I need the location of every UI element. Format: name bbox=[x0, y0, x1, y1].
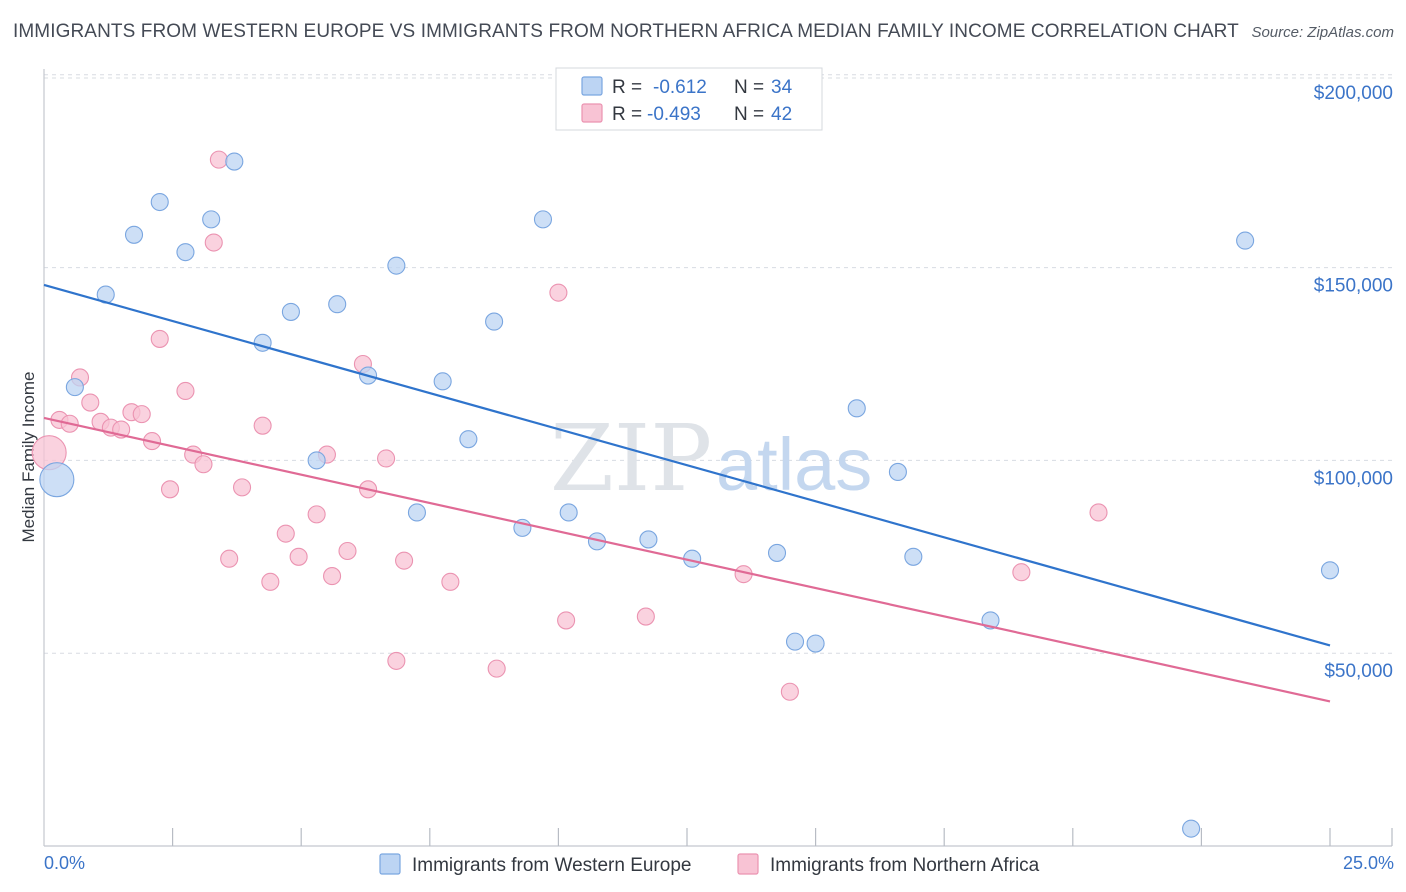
data-point-northern-africa bbox=[194, 455, 213, 474]
series-legend-swatch-blue bbox=[379, 853, 401, 875]
data-point-western-europe bbox=[65, 378, 84, 397]
chart-title: IMMIGRANTS FROM WESTERN EUROPE VS IMMIGR… bbox=[13, 21, 1239, 42]
data-point-northern-africa bbox=[176, 381, 195, 401]
watermark: ZIP atlas bbox=[550, 405, 872, 512]
x-tick-label-end: 25.0% bbox=[1343, 853, 1394, 873]
data-point-northern-africa bbox=[557, 611, 576, 630]
data-point-northern-africa bbox=[377, 449, 396, 468]
data-point-western-europe bbox=[39, 462, 75, 498]
data-point-western-europe bbox=[124, 225, 144, 244]
series-legend-swatch-pink bbox=[737, 853, 759, 875]
data-point-western-europe bbox=[1182, 819, 1201, 838]
data-point-northern-africa bbox=[261, 572, 280, 591]
data-point-northern-africa bbox=[160, 480, 180, 499]
trend-line-northern-africa bbox=[43, 416, 1331, 703]
data-point-northern-africa bbox=[276, 524, 295, 543]
data-point-western-europe bbox=[806, 634, 825, 653]
data-point-western-europe bbox=[767, 543, 787, 562]
data-point-western-europe bbox=[328, 295, 347, 314]
data-point-northern-africa bbox=[549, 283, 568, 302]
watermark-zip: ZIP bbox=[550, 405, 712, 512]
series-western-europe-points bbox=[39, 152, 1340, 838]
legend-r-value-blue: -0.612 bbox=[653, 77, 707, 98]
data-point-northern-africa bbox=[232, 478, 252, 497]
legend-r-label: R = bbox=[612, 77, 642, 98]
data-point-western-europe bbox=[176, 243, 195, 262]
series-northern-africa-points bbox=[31, 150, 1108, 701]
series-legend: Immigrants from Western Europe Immigrant… bbox=[379, 853, 1040, 876]
data-point-northern-africa bbox=[1089, 503, 1108, 522]
data-point-northern-africa bbox=[487, 659, 506, 678]
data-point-western-europe bbox=[847, 399, 866, 418]
data-point-northern-africa bbox=[780, 682, 799, 701]
data-point-northern-africa bbox=[289, 547, 308, 566]
data-point-northern-africa bbox=[209, 150, 228, 169]
legend-swatch-pink bbox=[581, 103, 603, 123]
data-point-western-europe bbox=[407, 503, 426, 522]
data-point-western-europe bbox=[225, 152, 244, 171]
legend-n-label: N = bbox=[734, 104, 764, 125]
stats-legend: R = -0.612 N = 34 R = -0.493 N = 42 bbox=[555, 67, 823, 131]
legend-n-value-pink: 42 bbox=[771, 104, 792, 125]
data-point-western-europe bbox=[307, 451, 326, 470]
trend-lines bbox=[43, 283, 1331, 703]
legend-r-label: R = bbox=[612, 104, 642, 125]
data-point-western-europe bbox=[904, 547, 923, 566]
data-point-western-europe bbox=[485, 312, 504, 331]
y-tick-label: $100,000 bbox=[1314, 468, 1393, 489]
y-tick-label: $200,000 bbox=[1314, 83, 1393, 104]
data-point-northern-africa bbox=[636, 607, 655, 626]
data-point-northern-africa bbox=[323, 567, 342, 586]
data-point-western-europe bbox=[1236, 231, 1255, 250]
y-tick-label: $150,000 bbox=[1314, 276, 1393, 297]
source-credit: Source: ZipAtlas.com bbox=[1251, 24, 1394, 41]
data-point-northern-africa bbox=[204, 233, 223, 252]
data-point-northern-africa bbox=[150, 329, 169, 348]
x-tick-label-start: 0.0% bbox=[44, 853, 85, 873]
data-point-northern-africa bbox=[253, 416, 272, 435]
data-point-northern-africa bbox=[307, 505, 326, 524]
data-point-western-europe bbox=[533, 210, 553, 229]
legend-n-label: N = bbox=[734, 77, 764, 98]
x-tick-marks bbox=[172, 828, 1393, 846]
series-legend-label-pink: Immigrants from Northern Africa bbox=[770, 855, 1040, 876]
data-point-western-europe bbox=[202, 210, 221, 229]
data-point-western-europe bbox=[433, 372, 452, 391]
data-point-western-europe bbox=[459, 430, 478, 449]
y-axis-label: Median Family Income bbox=[19, 371, 38, 542]
data-point-northern-africa bbox=[220, 549, 239, 568]
data-point-western-europe bbox=[639, 530, 658, 549]
data-point-northern-africa bbox=[1012, 563, 1031, 582]
legend-swatch-blue bbox=[581, 76, 603, 96]
watermark-atlas: atlas bbox=[716, 423, 872, 506]
data-point-northern-africa bbox=[395, 551, 414, 570]
data-point-northern-africa bbox=[132, 405, 151, 424]
x-tick-labels: 0.0% 25.0% bbox=[44, 853, 1394, 873]
data-point-western-europe bbox=[785, 632, 805, 651]
legend-r-value-pink: -0.493 bbox=[647, 104, 701, 125]
data-point-western-europe bbox=[281, 302, 300, 321]
y-tick-labels: $50,000 $100,000 $150,000 $200,000 bbox=[1314, 83, 1393, 682]
data-point-northern-africa bbox=[387, 651, 406, 670]
data-point-northern-africa bbox=[338, 541, 357, 561]
data-point-western-europe bbox=[888, 462, 907, 482]
trend-line-western-europe bbox=[43, 283, 1331, 647]
data-point-western-europe bbox=[150, 192, 169, 212]
data-point-western-europe bbox=[387, 256, 406, 275]
data-point-northern-africa bbox=[441, 572, 460, 591]
data-point-northern-africa bbox=[81, 393, 100, 412]
y-tick-label: $50,000 bbox=[1324, 661, 1393, 682]
data-point-western-europe bbox=[559, 503, 578, 522]
data-point-western-europe bbox=[1320, 561, 1340, 580]
legend-n-value-blue: 34 bbox=[771, 77, 793, 98]
series-legend-label-blue: Immigrants from Western Europe bbox=[412, 855, 691, 876]
